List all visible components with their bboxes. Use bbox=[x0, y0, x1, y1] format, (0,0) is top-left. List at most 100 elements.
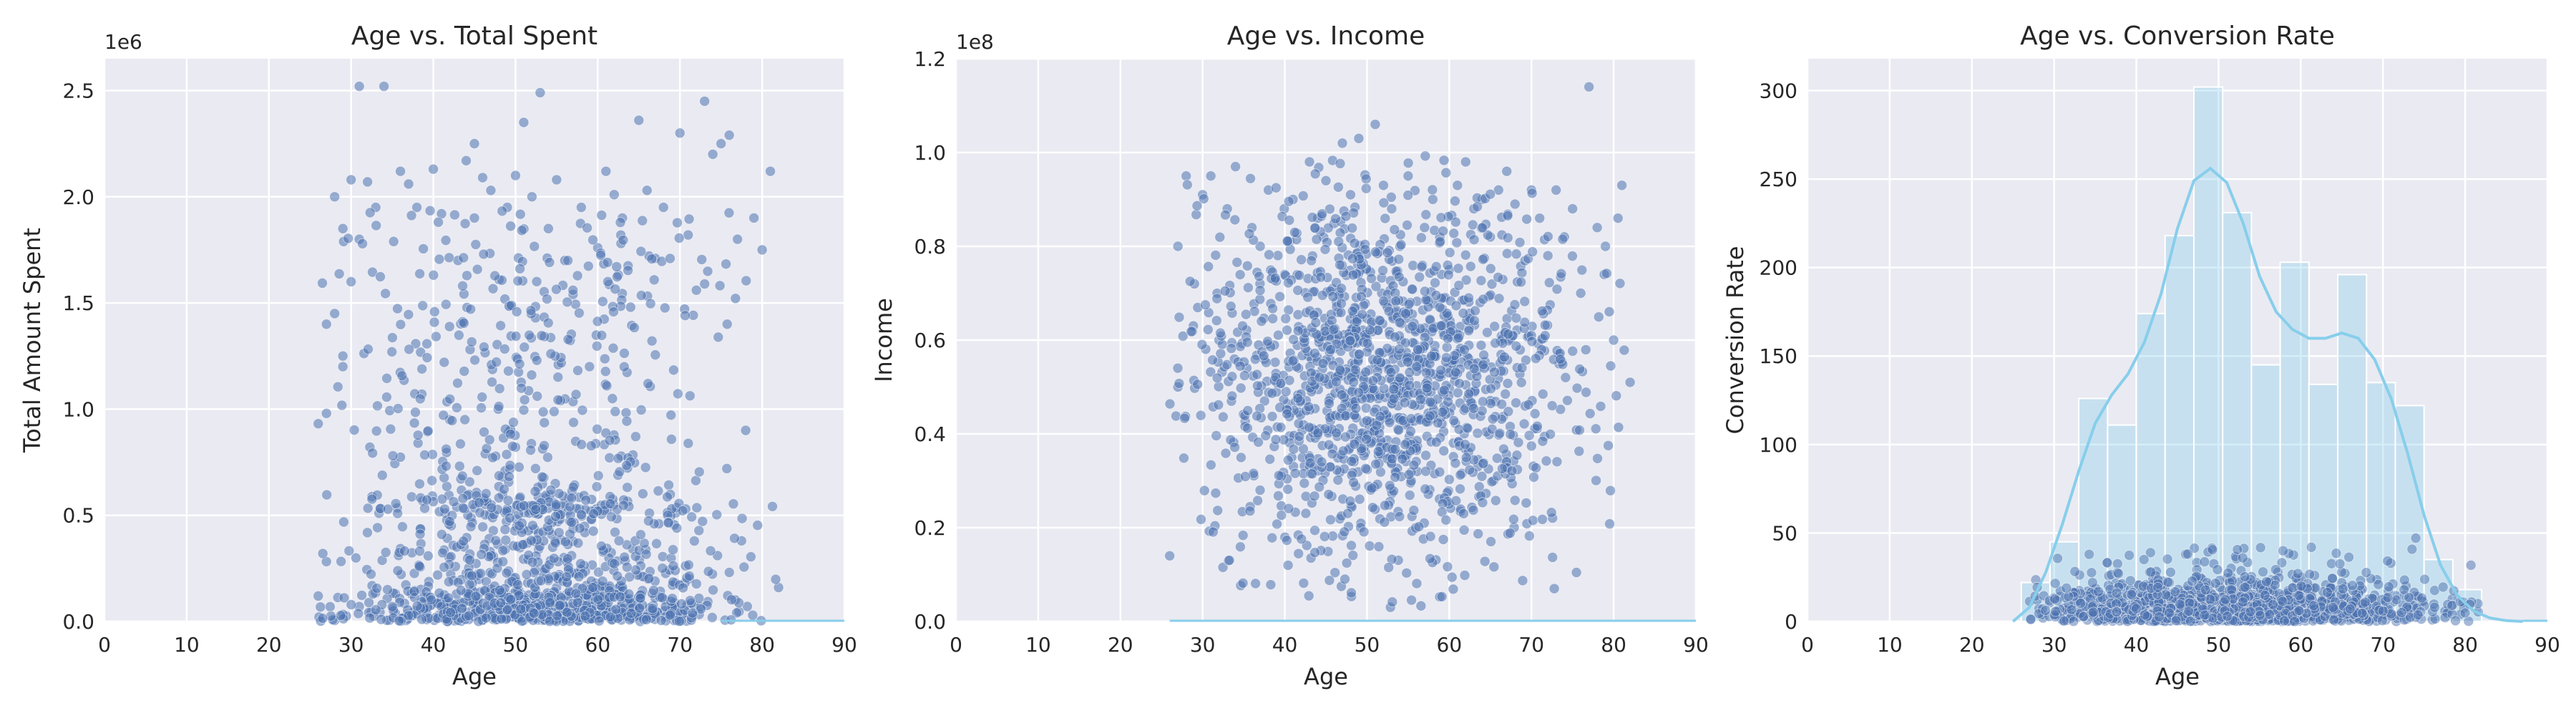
scatter-point bbox=[1387, 596, 1398, 608]
scatter-point bbox=[1298, 578, 1309, 589]
scatter-point bbox=[622, 482, 633, 493]
scatter-point bbox=[1477, 396, 1488, 407]
scatter-point bbox=[1307, 468, 1318, 480]
scatter-point bbox=[1294, 270, 1305, 281]
scatter-point bbox=[614, 466, 625, 478]
scatter-point bbox=[1455, 469, 1466, 480]
scatter-point bbox=[1179, 412, 1190, 424]
scatter-point bbox=[1450, 495, 1462, 506]
scatter-point bbox=[2406, 543, 2418, 555]
scatter-point bbox=[1384, 480, 1395, 491]
scatter-point bbox=[651, 538, 662, 549]
subplot-age-vs-total-spent: 0 10 20 30 40 50 60 70 80 900.00.51.01.52.02.5Age… bbox=[19, 21, 857, 690]
scatter-point bbox=[1600, 241, 1611, 252]
scatter-point bbox=[1316, 456, 1327, 468]
scatter-point bbox=[1542, 250, 1553, 261]
scatter-point bbox=[656, 592, 668, 603]
scatter-point bbox=[582, 261, 594, 272]
scatter-point bbox=[336, 556, 347, 567]
scatter-point bbox=[1541, 455, 1552, 467]
scatter-point bbox=[605, 611, 616, 623]
scatter-point bbox=[1357, 309, 1368, 320]
x-tick-label: 20 bbox=[1108, 633, 1133, 657]
scatter-point bbox=[484, 434, 495, 445]
scatter-point bbox=[461, 155, 472, 166]
scatter-point bbox=[436, 529, 447, 540]
scatter-point bbox=[1330, 213, 1341, 224]
x-tick-label: 30 bbox=[1190, 633, 1216, 657]
scatter-point bbox=[1241, 337, 1253, 348]
scatter-point bbox=[1490, 495, 1501, 506]
scatter-point bbox=[1530, 353, 1541, 364]
scatter-point bbox=[499, 483, 509, 495]
scatter-point bbox=[1202, 324, 1214, 335]
scatter-point bbox=[1591, 475, 1601, 486]
scatter-point bbox=[716, 138, 727, 150]
scatter-point bbox=[1443, 269, 1454, 281]
scatter-point bbox=[1309, 525, 1320, 536]
scatter-point bbox=[1328, 324, 1340, 335]
scatter-point bbox=[1237, 530, 1249, 541]
scatter-point bbox=[1379, 516, 1390, 528]
scatter-point bbox=[587, 582, 599, 593]
scatter-point bbox=[625, 608, 637, 619]
scatter-point bbox=[619, 551, 630, 563]
scatter-point bbox=[379, 81, 390, 92]
scatter-point bbox=[647, 603, 658, 614]
x-tick-label: 80 bbox=[749, 633, 775, 657]
scatter-point bbox=[562, 296, 573, 308]
scatter-point bbox=[1450, 458, 1461, 469]
scatter-point bbox=[504, 471, 514, 483]
scatter-point bbox=[501, 449, 512, 460]
scatter-point bbox=[542, 452, 553, 463]
scatter-point bbox=[2238, 596, 2248, 608]
scatter-point bbox=[531, 354, 542, 366]
scatter-point bbox=[691, 284, 702, 296]
scatter-point bbox=[680, 310, 691, 321]
scatter-point bbox=[1364, 541, 1375, 551]
scatter-point bbox=[1571, 567, 1582, 578]
scatter-point bbox=[491, 357, 502, 368]
scatter-point bbox=[705, 545, 716, 556]
scatter-point bbox=[490, 535, 502, 546]
scatter-point bbox=[2327, 573, 2338, 584]
scatter-point bbox=[376, 614, 387, 625]
scatter-point bbox=[574, 523, 585, 534]
scatter-point bbox=[2050, 606, 2062, 617]
scatter-point bbox=[687, 607, 698, 619]
scatter-point bbox=[2377, 605, 2389, 616]
scatter-point bbox=[1309, 223, 1321, 234]
scatter-point bbox=[1478, 359, 1489, 370]
scatter-point bbox=[371, 583, 383, 594]
scatter-point bbox=[1490, 337, 1501, 349]
scatter-point bbox=[577, 405, 588, 416]
scatter-point bbox=[434, 253, 445, 265]
scatter-point bbox=[612, 571, 623, 581]
scatter-point bbox=[1378, 180, 1389, 191]
scatter-point bbox=[514, 358, 525, 369]
scatter-point bbox=[1214, 231, 1226, 243]
scatter-point bbox=[570, 389, 582, 400]
scatter-point bbox=[1526, 440, 1537, 452]
scatter-point bbox=[1273, 490, 1284, 501]
scatter-point bbox=[2232, 544, 2243, 555]
scatter-point bbox=[711, 509, 723, 521]
scatter-point bbox=[1479, 556, 1491, 567]
scatter-point bbox=[552, 610, 563, 621]
scatter-point bbox=[469, 354, 480, 366]
scatter-point bbox=[662, 491, 673, 503]
scatter-point bbox=[2093, 586, 2104, 597]
scatter-point bbox=[385, 423, 396, 435]
scatter-point bbox=[507, 440, 518, 452]
scatter-point bbox=[453, 329, 464, 341]
scatter-point bbox=[1259, 395, 1270, 407]
scatter-point bbox=[1458, 508, 1469, 519]
scatter-point bbox=[478, 248, 489, 260]
scatter-point bbox=[356, 590, 368, 601]
scatter-point bbox=[395, 165, 406, 177]
scatter-point bbox=[622, 561, 633, 573]
scatter-point bbox=[371, 220, 382, 231]
scatter-point bbox=[428, 163, 439, 175]
scatter-point bbox=[1252, 380, 1263, 392]
scatter-point bbox=[2382, 592, 2394, 603]
